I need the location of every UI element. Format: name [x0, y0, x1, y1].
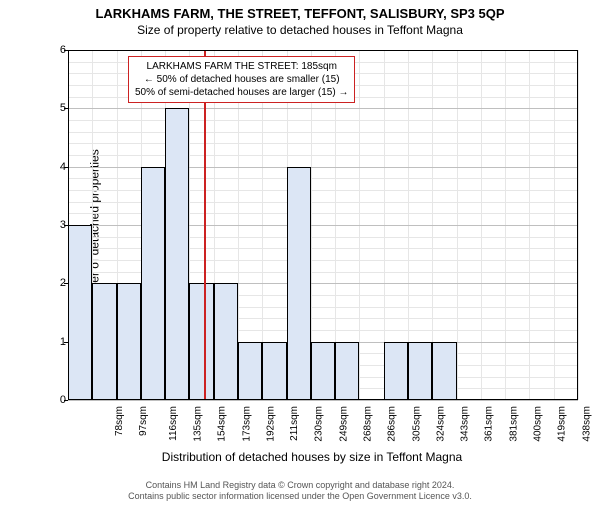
- histogram-bar: [141, 167, 165, 400]
- annotation-line: 50% of semi-detached houses are larger (…: [135, 86, 348, 99]
- x-tick-label: 286sqm: [387, 406, 398, 442]
- x-tick-label: 116sqm: [168, 406, 179, 441]
- x-tick-label: 173sqm: [241, 406, 252, 442]
- grid-line-minor-h: [68, 155, 578, 156]
- x-tick-label: 438sqm: [581, 406, 592, 442]
- y-tick-mark: [64, 167, 68, 168]
- x-tick-label: 154sqm: [217, 406, 228, 442]
- x-tick-label: 324sqm: [435, 406, 446, 442]
- histogram-bar: [311, 342, 335, 400]
- plot-area: LARKHAMS FARM THE STREET: 185sqm← 50% of…: [68, 50, 578, 400]
- histogram-bar: [408, 342, 432, 400]
- y-tick-mark: [64, 108, 68, 109]
- histogram-bar: [384, 342, 408, 400]
- x-tick-label: 419sqm: [557, 406, 568, 442]
- x-tick-label: 343sqm: [460, 406, 471, 442]
- y-tick-mark: [64, 50, 68, 51]
- x-axis-label: Distribution of detached houses by size …: [42, 450, 582, 464]
- footer-line-1: Contains HM Land Registry data © Crown c…: [0, 480, 600, 491]
- chart-title-sub: Size of property relative to detached ho…: [0, 23, 600, 37]
- x-tick-label: 249sqm: [338, 406, 349, 442]
- y-tick-label: 5: [46, 102, 66, 114]
- histogram-bar: [214, 283, 238, 400]
- histogram-bar: [92, 283, 116, 400]
- grid-line-minor-v: [578, 50, 579, 400]
- x-tick-label: 305sqm: [411, 406, 422, 442]
- x-tick-label: 192sqm: [265, 406, 276, 442]
- y-tick-mark: [64, 342, 68, 343]
- x-tick-label: 381sqm: [508, 406, 519, 442]
- histogram-bar: [165, 108, 189, 400]
- x-tick-label: 135sqm: [193, 406, 204, 442]
- footer-attribution: Contains HM Land Registry data © Crown c…: [0, 480, 600, 503]
- grid-line-major-h: [68, 50, 578, 51]
- y-tick-label: 1: [46, 336, 66, 348]
- histogram-bar: [262, 342, 286, 400]
- y-tick-label: 0: [46, 394, 66, 406]
- x-tick-label: 400sqm: [533, 406, 544, 442]
- footer-line-2: Contains public sector information licen…: [0, 491, 600, 502]
- annotation-line: LARKHAMS FARM THE STREET: 185sqm: [135, 60, 348, 73]
- x-tick-label: 211sqm: [289, 406, 300, 441]
- histogram-bar: [287, 167, 311, 400]
- annotation-box: LARKHAMS FARM THE STREET: 185sqm← 50% of…: [128, 56, 355, 103]
- x-tick-label: 361sqm: [484, 406, 495, 442]
- x-tick-label: 230sqm: [314, 406, 325, 442]
- x-tick-label: 78sqm: [114, 406, 125, 436]
- chart-container: Number of detached properties LARKHAMS F…: [42, 50, 582, 430]
- annotation-line: ← 50% of detached houses are smaller (15…: [135, 73, 348, 86]
- x-tick-label: 97sqm: [138, 406, 149, 436]
- grid-line-major-h: [68, 400, 578, 401]
- y-tick-label: 2: [46, 277, 66, 289]
- x-tick-label: 268sqm: [363, 406, 374, 442]
- grid-line-major-h: [68, 108, 578, 109]
- grid-line-minor-h: [68, 132, 578, 133]
- chart-title-main: LARKHAMS FARM, THE STREET, TEFFONT, SALI…: [0, 6, 600, 21]
- y-tick-mark: [64, 225, 68, 226]
- histogram-bar: [432, 342, 456, 400]
- y-tick-label: 6: [46, 44, 66, 56]
- y-tick-label: 4: [46, 161, 66, 173]
- histogram-bar: [117, 283, 141, 400]
- histogram-bar: [68, 225, 92, 400]
- histogram-bar: [238, 342, 262, 400]
- y-tick-mark: [64, 400, 68, 401]
- grid-line-minor-h: [68, 143, 578, 144]
- histogram-bar: [335, 342, 359, 400]
- y-tick-label: 3: [46, 219, 66, 231]
- histogram-bar: [189, 283, 213, 400]
- y-tick-mark: [64, 283, 68, 284]
- grid-line-minor-h: [68, 120, 578, 121]
